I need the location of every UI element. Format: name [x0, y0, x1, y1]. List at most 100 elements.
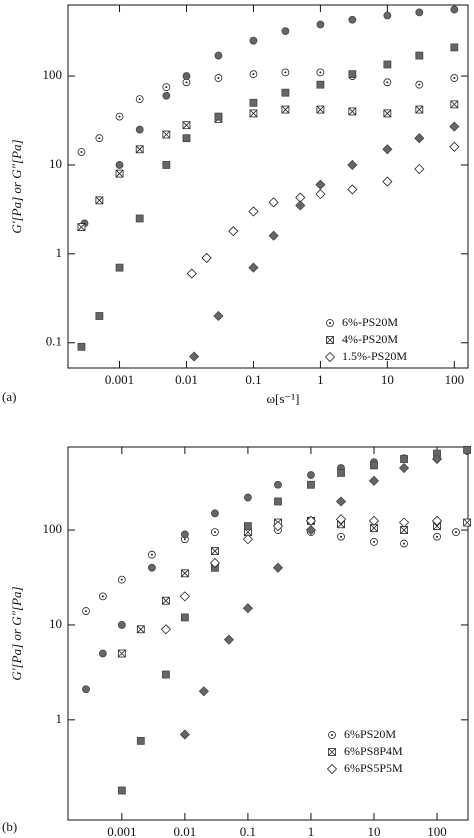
data-point — [383, 78, 392, 87]
marker-dot — [418, 83, 421, 86]
marker-shape — [201, 252, 212, 263]
marker-shape — [214, 51, 223, 60]
marker-shape — [281, 88, 290, 97]
data-point — [274, 480, 282, 489]
data-point — [414, 133, 425, 144]
legend-label: 4%-PS20M — [342, 332, 398, 346]
data-point — [268, 197, 279, 208]
data-point — [161, 670, 170, 679]
marker-dot — [217, 77, 220, 80]
data-point — [337, 532, 345, 541]
data-point — [186, 268, 197, 279]
marker-cross — [316, 105, 325, 114]
data-point — [307, 480, 315, 489]
marker-cross — [118, 649, 126, 658]
data-point — [214, 74, 223, 82]
marker-dot — [329, 322, 331, 324]
data-point — [223, 634, 234, 645]
data-point — [370, 537, 378, 546]
x-tick-label: 0.001 — [105, 372, 134, 387]
data-point — [179, 591, 190, 602]
data-point — [117, 621, 126, 629]
data-point — [214, 112, 223, 121]
data-point — [244, 493, 252, 502]
marker-shape — [450, 5, 459, 14]
marker-cross — [95, 196, 104, 205]
data-point — [77, 342, 86, 351]
marker-cross — [450, 100, 459, 109]
data-point — [383, 11, 392, 20]
data-point — [135, 214, 144, 223]
data-point — [431, 515, 443, 526]
legend-marker — [328, 731, 336, 739]
data-point — [450, 74, 459, 82]
marker-shape — [77, 342, 86, 351]
marker-shape — [431, 453, 443, 465]
data-point — [135, 125, 144, 134]
marker-shape — [400, 455, 408, 463]
marker-shape — [161, 670, 170, 679]
marker-shape — [162, 91, 171, 100]
plot-frame — [67, 4, 469, 369]
panel-label: (a) — [2, 389, 16, 404]
marker-shape — [382, 176, 393, 187]
marker-cross — [463, 518, 471, 527]
marker-dot — [138, 98, 141, 101]
legend-marker — [328, 748, 336, 756]
x-tick-label: 0.01 — [173, 824, 196, 838]
data-point — [400, 455, 408, 463]
marker-shape — [335, 496, 347, 507]
data-point — [316, 80, 325, 89]
marker-cross — [77, 223, 86, 231]
panel-label: (b) — [2, 819, 17, 834]
marker-cross — [281, 105, 290, 114]
x-tick-label: 1 — [317, 372, 324, 387]
marker-shape — [326, 763, 338, 775]
marker-shape — [244, 522, 252, 531]
data-point — [95, 312, 104, 320]
marker-shape — [249, 36, 258, 45]
x-tick-label: 0.001 — [107, 824, 136, 838]
legend-label: 6%PS20M — [344, 727, 396, 741]
marker-cross — [328, 748, 336, 756]
data-point — [182, 121, 191, 130]
data-point — [180, 569, 189, 578]
marker-shape — [383, 60, 392, 69]
marker-shape — [213, 310, 224, 322]
data-point — [115, 263, 124, 272]
data-point — [450, 100, 459, 109]
marker-dot — [98, 137, 101, 140]
marker-shape — [463, 445, 472, 454]
marker-shape — [274, 480, 282, 489]
marker-shape — [324, 351, 336, 363]
data-point — [415, 105, 424, 114]
marker-dot — [84, 610, 87, 613]
data-point — [249, 98, 258, 107]
data-point — [307, 471, 315, 479]
marker-shape — [316, 20, 325, 29]
marker-shape — [449, 141, 460, 152]
marker-shape — [415, 8, 424, 17]
marker-shape — [348, 15, 357, 24]
marker-shape — [180, 530, 189, 539]
marker-shape — [307, 480, 315, 489]
marker-cross — [211, 547, 219, 555]
data-point — [383, 60, 392, 69]
marker-dot — [340, 535, 343, 538]
data-point — [98, 649, 107, 658]
marker-dot — [386, 81, 389, 84]
marker-shape — [248, 206, 259, 217]
marker-shape — [242, 534, 253, 545]
data-point — [95, 134, 104, 143]
plot-frame — [67, 446, 469, 821]
data-point — [272, 521, 284, 532]
data-point — [398, 462, 410, 474]
data-point — [82, 685, 90, 694]
x-axis-label: ω[s⁻¹] — [266, 391, 299, 406]
data-point — [348, 107, 357, 116]
marker-shape — [249, 98, 258, 107]
data-point — [316, 105, 325, 114]
data-point — [449, 141, 460, 152]
data-point — [180, 530, 189, 539]
marker-cross — [249, 109, 258, 118]
